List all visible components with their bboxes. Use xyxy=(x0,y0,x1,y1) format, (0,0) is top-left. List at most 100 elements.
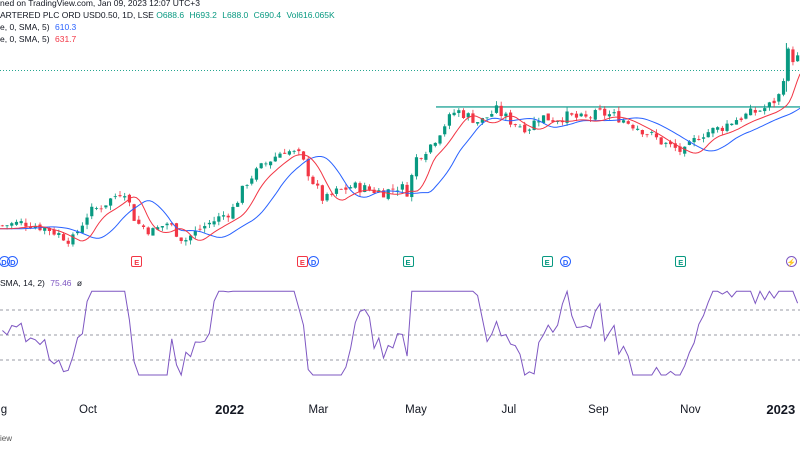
candle xyxy=(499,101,503,120)
candle xyxy=(730,123,734,126)
candle-body xyxy=(123,196,127,198)
close-value: C690.4 xyxy=(253,10,282,20)
candle-body xyxy=(513,124,517,126)
open-value: O688.6 xyxy=(156,10,185,20)
candle-body xyxy=(692,138,696,143)
event-marker-dividend-icon[interactable]: D xyxy=(308,256,320,267)
rsi-legend[interactable]: SMA, 14, 2) 75.46 ø xyxy=(0,278,82,288)
candle-body xyxy=(104,205,108,208)
candle xyxy=(725,120,729,133)
candle-body xyxy=(452,112,456,116)
candle-body xyxy=(645,134,649,136)
candle xyxy=(636,125,640,131)
candle-body xyxy=(76,231,80,234)
candle-body xyxy=(10,223,14,226)
candle xyxy=(71,232,75,247)
candle xyxy=(113,193,117,200)
candle xyxy=(504,111,508,120)
event-marker-dividend-icon[interactable]: D xyxy=(7,256,19,267)
event-marker-earnings-icon[interactable]: E xyxy=(675,256,687,267)
candle xyxy=(297,147,301,156)
candle-body xyxy=(297,149,301,152)
candle-body xyxy=(259,163,263,169)
candle xyxy=(203,222,207,233)
candle xyxy=(226,213,230,222)
candle xyxy=(701,133,706,143)
candle-body xyxy=(650,132,654,133)
candle xyxy=(428,144,433,155)
candle-body xyxy=(188,235,193,241)
candle xyxy=(207,219,212,229)
candle-body xyxy=(796,55,800,62)
candle xyxy=(400,181,404,194)
candle-body xyxy=(546,113,550,121)
candle-body xyxy=(716,127,720,130)
sma-slow-legend[interactable]: e, 0, SMA, 5) 610.3 xyxy=(0,22,76,32)
sma-slow-value: 610.3 xyxy=(54,22,77,32)
candle-body xyxy=(541,115,546,123)
candle xyxy=(664,141,668,148)
candle-body xyxy=(24,222,28,227)
candle-body xyxy=(221,215,226,217)
event-marker-dividend-icon[interactable]: D xyxy=(560,256,572,267)
candle xyxy=(179,237,183,244)
candle xyxy=(188,235,193,245)
candle xyxy=(90,203,94,220)
rsi-value: 75.46 xyxy=(50,278,72,288)
candle xyxy=(551,117,555,123)
candle xyxy=(137,215,141,225)
candle xyxy=(184,237,188,246)
candle xyxy=(273,152,277,162)
candle-body xyxy=(367,186,372,190)
candle-body xyxy=(19,221,23,224)
candle xyxy=(433,142,437,148)
candle-body xyxy=(160,226,164,228)
event-marker-split-icon[interactable]: ⚡ xyxy=(785,256,797,267)
candle-body xyxy=(499,105,503,117)
candle-body xyxy=(33,226,37,229)
candle-body xyxy=(207,222,212,225)
candle-body xyxy=(66,240,70,244)
candle xyxy=(673,139,677,152)
event-marker-earnings-icon[interactable]: E xyxy=(296,256,308,267)
candle-body xyxy=(330,193,334,195)
event-marker-earnings-icon[interactable]: E xyxy=(541,256,553,267)
candle-body xyxy=(71,234,75,245)
candle xyxy=(132,203,136,221)
candle xyxy=(264,161,268,167)
time-axis-label: 2023 xyxy=(766,402,796,417)
candle-body xyxy=(763,108,767,112)
time-axis-label: Sep xyxy=(588,404,609,416)
candle xyxy=(640,129,644,138)
candle xyxy=(240,185,244,205)
candle xyxy=(598,104,602,111)
candle-body xyxy=(301,151,306,160)
time-axis-label: May xyxy=(405,404,427,416)
candle-body xyxy=(193,230,197,236)
published-text: ned on TradingView.com, Jan 09, 2023 12:… xyxy=(0,0,200,8)
sma-fast-legend[interactable]: e, 0, SMA, 5) 631.7 xyxy=(0,34,76,44)
candle-body xyxy=(339,188,343,190)
candle-body xyxy=(311,176,315,185)
candle-body xyxy=(203,226,207,229)
candle xyxy=(43,226,47,235)
candle-body xyxy=(504,113,508,117)
candle xyxy=(268,161,273,169)
candle xyxy=(748,104,753,116)
event-marker-earnings-icon[interactable]: E xyxy=(131,256,143,267)
time-axis-label: g xyxy=(0,404,8,416)
candle-body xyxy=(348,187,353,189)
candle-body xyxy=(273,156,277,162)
candle-body xyxy=(777,94,781,102)
candle-body xyxy=(607,114,612,117)
chart-header-published: ned on TradingView.com, Jan 09, 2023 12:… xyxy=(0,0,200,8)
event-marker-earnings-icon[interactable]: E xyxy=(402,256,414,267)
candle-body xyxy=(52,229,56,235)
candle-body xyxy=(476,122,480,124)
candle xyxy=(410,173,414,202)
high-value: H693.2 xyxy=(189,10,217,20)
candle-body xyxy=(447,114,452,126)
candle-body xyxy=(593,110,597,120)
candle xyxy=(777,93,781,106)
